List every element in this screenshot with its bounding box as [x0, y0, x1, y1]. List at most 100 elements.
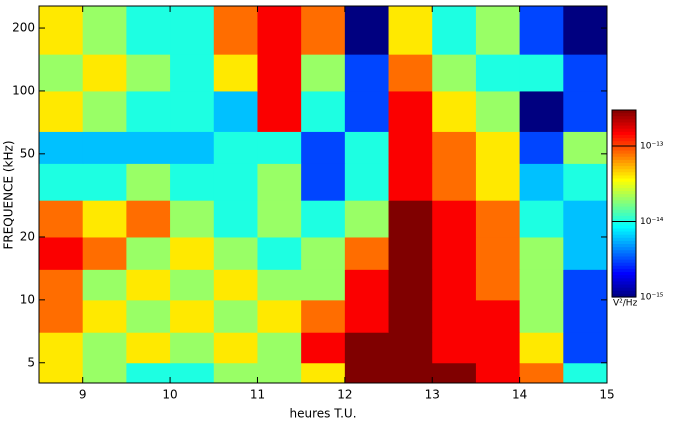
heatmap-cell [432, 236, 477, 270]
heatmap-cell [126, 90, 171, 132]
heatmap-cell [432, 362, 477, 384]
heatmap-cell [257, 236, 302, 270]
heatmap-cell [475, 236, 521, 270]
heatmap-cell [432, 163, 477, 201]
heatmap-cell [82, 362, 127, 384]
colorbar-segment [612, 138, 636, 142]
heatmap-cell [475, 90, 521, 132]
heatmap-cell [170, 299, 215, 333]
colorbar-segment [612, 253, 636, 258]
colorbar-segment [612, 153, 636, 158]
heatmap-cell [213, 269, 258, 301]
heatmap-cell [213, 54, 258, 92]
colorbar-segment [612, 159, 636, 164]
heatmap-cell [344, 163, 390, 201]
heatmap-cell [432, 131, 477, 164]
heatmap-cell [213, 6, 258, 55]
x-axis-label: heures T.U. [289, 407, 356, 421]
heatmap-cell [82, 236, 127, 270]
colorbar-segment [612, 281, 636, 286]
colorbar-segment [612, 287, 636, 292]
heatmap-cell [82, 54, 127, 92]
heatmap-cell [170, 90, 215, 132]
x-tick-label: 14 [512, 388, 527, 402]
heatmap-cell [344, 6, 390, 55]
y-tick-label: 20 [20, 229, 35, 243]
colorbar-segment [612, 150, 636, 155]
heatmap-cell [126, 332, 171, 364]
y-tick-label: 5 [27, 355, 35, 369]
colorbar-segment [612, 225, 636, 230]
colorbar-segment [612, 212, 636, 217]
colorbar-segment [612, 262, 636, 267]
y-tick-label: 200 [12, 21, 35, 35]
heatmap-cell [519, 269, 564, 301]
heatmap-cell [388, 163, 433, 201]
heatmap-cell [344, 54, 390, 92]
colorbar-label: V²/Hz [613, 299, 638, 309]
y-axis-label: FREQUENCE (kHz) [2, 140, 16, 249]
heatmap-cell [213, 131, 258, 164]
heatmap-cell [257, 362, 302, 384]
colorbar-segment [612, 113, 636, 117]
heatmap-cell [82, 269, 127, 301]
heatmap-cell [213, 332, 258, 364]
colorbar-segment [612, 272, 636, 276]
heatmap-cell [432, 299, 477, 333]
colorbar-segment [612, 125, 636, 130]
heatmap-cell [257, 269, 302, 301]
heatmap-cell [170, 131, 215, 164]
heatmap-cell [213, 90, 258, 132]
heatmap-cell [563, 299, 608, 333]
heatmap-cell [170, 269, 215, 301]
heatmap-cell [301, 332, 346, 364]
colorbar-segment [612, 275, 636, 279]
heatmap-cell [82, 6, 127, 55]
heatmap-cell [519, 299, 564, 333]
heatmap-cell [388, 54, 433, 92]
heatmap-cell [519, 6, 564, 55]
colorbar-segment [612, 228, 636, 233]
heatmap-cell [388, 200, 433, 238]
heatmap-cell [432, 54, 477, 92]
heatmap-cell [257, 163, 302, 201]
colorbar-segment [612, 187, 636, 192]
heatmap-cell [563, 6, 608, 55]
colorbar-segment [612, 116, 636, 120]
heatmap-cell [519, 200, 564, 238]
colorbar-segment [612, 191, 636, 195]
colorbar-segment [612, 134, 636, 139]
heatmap-cell [475, 332, 521, 364]
heatmap-cell [519, 131, 564, 164]
x-tick-label: 11 [250, 388, 265, 402]
heatmap-cell [519, 163, 564, 201]
heatmap-cell [432, 200, 477, 238]
heatmap-cell [39, 299, 84, 333]
heatmap-cell [475, 362, 521, 384]
heatmap-cell [213, 163, 258, 201]
heatmap-cell [344, 90, 390, 132]
heatmap-cell [475, 299, 521, 333]
y-tick-label: 50 [20, 146, 35, 160]
x-tick-label: 10 [162, 388, 177, 402]
heatmap-cell [301, 200, 346, 238]
heatmap-cell [39, 6, 84, 55]
heatmap-cell [301, 54, 346, 92]
heatmap-cell [170, 54, 215, 92]
heatmap-cell [257, 200, 302, 238]
colorbar-segment [612, 128, 636, 133]
heatmap-cell [126, 200, 171, 238]
y-tick-label: 100 [12, 83, 35, 97]
heatmap-cell [39, 332, 84, 364]
heatmap-cell [170, 332, 215, 364]
heatmap-cell [519, 362, 564, 384]
colorbar-segment [612, 234, 636, 239]
colorbar-tick-label: 10⁻¹³ [640, 142, 664, 152]
heatmap-cell [126, 299, 171, 333]
heatmap-cell [563, 332, 608, 364]
heatmap-cell [126, 131, 171, 164]
plot-frame [38, 5, 608, 384]
colorbar-segment [612, 244, 636, 248]
heatmap-cell [563, 90, 608, 132]
colorbar-segment [612, 219, 636, 223]
